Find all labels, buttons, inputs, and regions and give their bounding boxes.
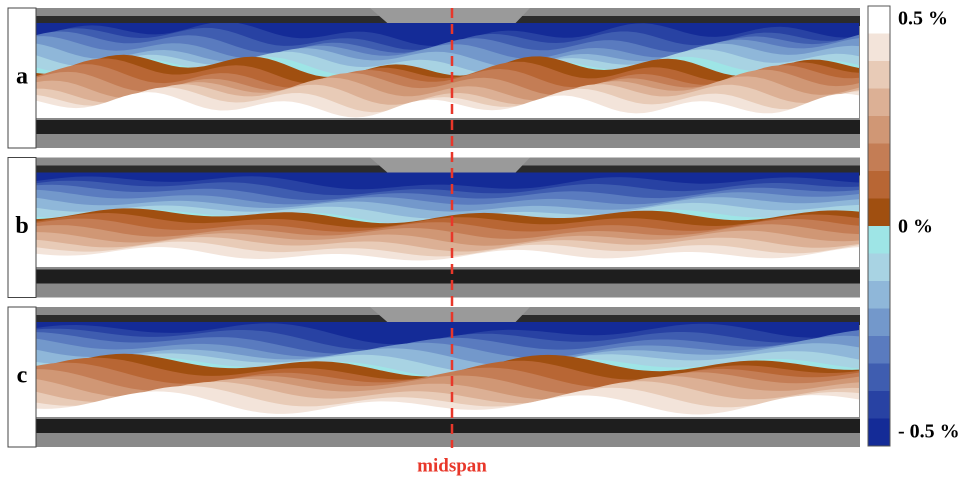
bottom-band <box>36 120 860 134</box>
panel-label: b <box>15 213 28 239</box>
colorbar <box>868 6 890 447</box>
colorbar-level <box>868 254 890 282</box>
colorbar-level <box>868 171 890 199</box>
colorbar-level <box>868 89 890 117</box>
colorbar-level <box>868 6 890 34</box>
colorbar-level <box>868 281 890 309</box>
panel-label: c <box>17 363 28 389</box>
panel-label: a <box>16 64 28 90</box>
colorbar-level <box>868 419 890 447</box>
colorbar-level <box>868 309 890 337</box>
colorbar-level <box>868 391 890 419</box>
bottom-band <box>36 270 860 284</box>
panels: a b c <box>8 8 860 447</box>
bottom-band <box>36 419 860 433</box>
colorbar-level <box>868 116 890 144</box>
colorbar-level <box>868 61 890 89</box>
midspan-label: midspan <box>417 455 487 476</box>
colorbar-level <box>868 336 890 364</box>
colorbar-level <box>868 364 890 392</box>
colorbar-top-label: 0.5 % <box>898 8 948 30</box>
colorbar-level <box>868 34 890 62</box>
figure: a b c 0.5 % 0 % - 0.5 % midspan <box>0 0 974 483</box>
colorbar-middle-label: 0 % <box>898 216 933 238</box>
colorbar-bottom-label: - 0.5 % <box>898 421 960 443</box>
colorbar-level <box>868 226 890 254</box>
colorbar-level <box>868 144 890 172</box>
colorbar-level <box>868 199 890 227</box>
